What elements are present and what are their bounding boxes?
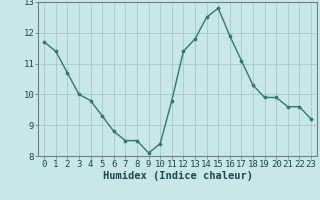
X-axis label: Humidex (Indice chaleur): Humidex (Indice chaleur) — [103, 171, 252, 181]
